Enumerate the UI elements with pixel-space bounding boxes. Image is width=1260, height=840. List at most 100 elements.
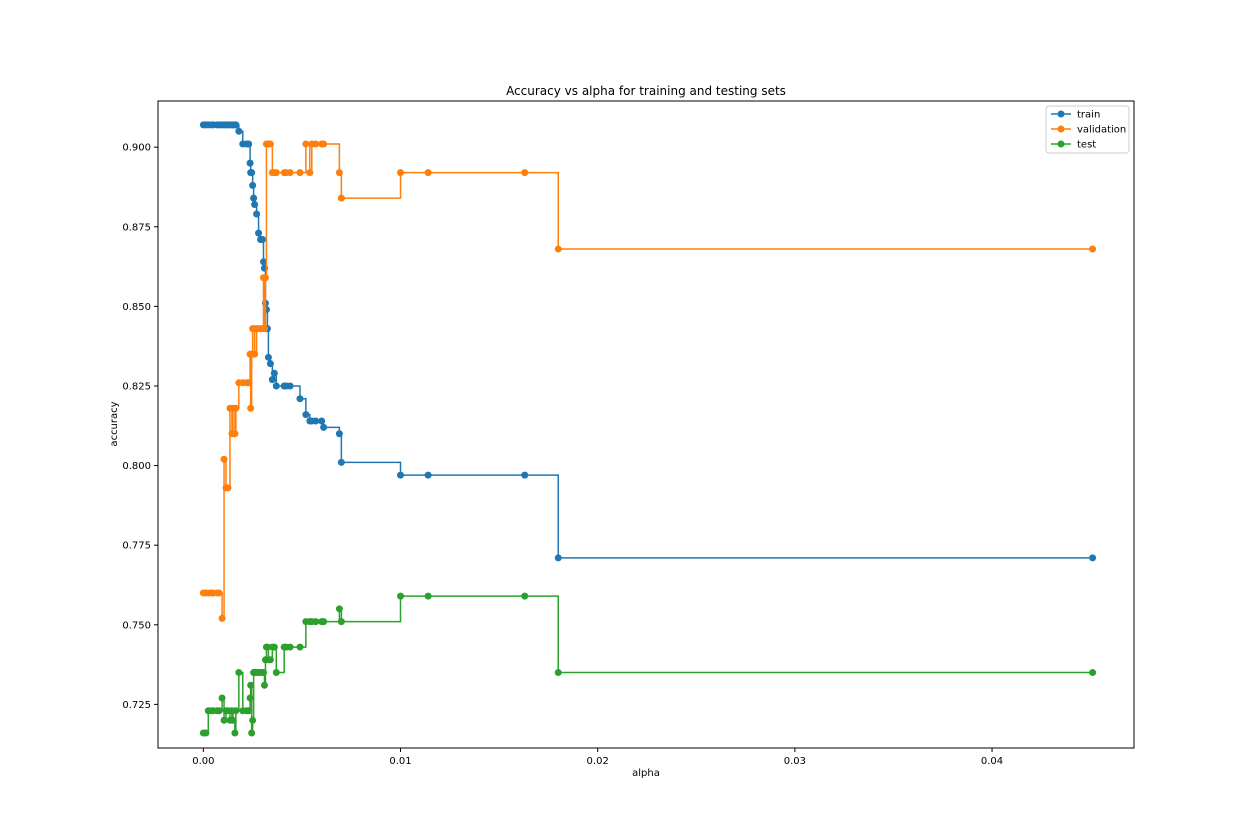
legend-swatch-marker (1057, 125, 1065, 133)
series-test-point (554, 669, 562, 677)
series-test-point (335, 605, 343, 613)
series-test-point (247, 681, 255, 689)
series-test-point (1089, 669, 1097, 677)
y-axis: 0.725 0.750 0.775 0.800 0.825 0.850 0.875 0.900 (122, 143, 158, 711)
series-train-point (249, 181, 257, 189)
series-train-point (335, 430, 343, 438)
series-test-point (231, 729, 239, 737)
series-validation-point (424, 169, 432, 177)
series-test-point (248, 729, 256, 737)
series-validation-point (261, 274, 269, 282)
series-train-point (250, 194, 258, 202)
series-train-point (521, 471, 529, 479)
series-validation-point (251, 350, 259, 358)
legend-label: validation (1077, 125, 1126, 136)
series-train-point (251, 200, 259, 208)
series-train-point (264, 353, 272, 361)
series-train-point (268, 376, 276, 384)
series-train-point (272, 382, 280, 390)
series-test-point (286, 643, 294, 651)
series-train-point (554, 554, 562, 562)
series-test-point (259, 669, 267, 677)
y-tick-label: 0.775 (122, 541, 151, 552)
series-train-point (259, 258, 267, 266)
series-test-point (270, 643, 278, 651)
x-tick-label: 0.00 (192, 756, 214, 767)
series-test-point (296, 643, 304, 651)
series-train-point (270, 369, 278, 377)
series-train-point (266, 360, 274, 368)
series-layer (199, 121, 1097, 737)
series-train-point (302, 411, 310, 419)
series-validation-point (286, 169, 294, 177)
series-validation-point (296, 169, 304, 177)
legend-label: test (1077, 140, 1096, 151)
series-test-point (320, 618, 328, 626)
series-test-point (249, 716, 257, 724)
series-validation-point (521, 169, 529, 177)
x-tick-label: 0.01 (389, 756, 411, 767)
series-train-point (424, 471, 432, 479)
series-train-point (245, 140, 253, 148)
series-test-point (260, 681, 268, 689)
series-validation-point (215, 589, 223, 597)
x-axis-label: alpha (632, 768, 660, 779)
series-validation-point (272, 169, 280, 177)
series-train-point (337, 458, 345, 466)
series-validation-point (260, 325, 268, 333)
series-train-point (248, 169, 256, 177)
series-validation-point (224, 484, 232, 492)
series-validation-point (302, 140, 310, 148)
series-test-point (397, 592, 405, 600)
y-tick-label: 0.725 (122, 700, 151, 711)
series-test-point (337, 618, 345, 626)
series-test-point (312, 618, 320, 626)
series-train-point (320, 423, 328, 431)
series-test-point (218, 694, 226, 702)
series-test (199, 592, 1097, 737)
legend-item-test: test (1051, 140, 1096, 151)
series-test-point (215, 707, 223, 715)
series-test-point (246, 694, 254, 702)
series-validation-point (231, 430, 239, 438)
series-train-point (296, 395, 304, 403)
series-validation-point (335, 169, 343, 177)
series-test-point (220, 716, 228, 724)
series-validation-point (306, 169, 314, 177)
y-tick-label: 0.750 (122, 620, 151, 631)
series-test-point (263, 643, 271, 651)
series-test-point (202, 729, 210, 737)
legend-item-train: train (1051, 110, 1100, 121)
series-train-point (1089, 554, 1097, 562)
series-train-point (312, 417, 320, 425)
series-validation-point (232, 404, 240, 412)
legend-box (1045, 105, 1130, 154)
series-train-point (253, 210, 261, 218)
y-tick-label: 0.850 (122, 302, 151, 313)
series-validation-point (247, 404, 255, 412)
series-train-point (235, 127, 243, 135)
series-test-point (424, 592, 432, 600)
series-test-point (232, 707, 240, 715)
x-axis: 0.00 0.01 0.02 0.03 0.04 (192, 748, 1003, 767)
series-test-point (245, 707, 253, 715)
legend-swatch-marker (1057, 140, 1065, 148)
series-validation-point (554, 245, 562, 253)
y-tick-label: 0.825 (122, 381, 151, 392)
series-validation-point (218, 614, 226, 622)
legend-label: train (1077, 110, 1100, 121)
plot-frame (157, 100, 1135, 749)
legend-swatch-marker (1057, 110, 1065, 118)
y-axis-label: accuracy (109, 401, 120, 446)
series-test-point (235, 669, 243, 677)
chart-title: Accuracy vs alpha for training and testi… (506, 84, 786, 98)
x-tick-label: 0.04 (981, 756, 1003, 767)
y-tick-label: 0.800 (122, 461, 151, 472)
series-test-point (229, 716, 237, 724)
series-train-point (286, 382, 294, 390)
series-train-point (318, 417, 326, 425)
legend: train validation test (1045, 105, 1130, 154)
y-tick-label: 0.875 (122, 222, 151, 233)
series-validation-point (245, 379, 253, 387)
